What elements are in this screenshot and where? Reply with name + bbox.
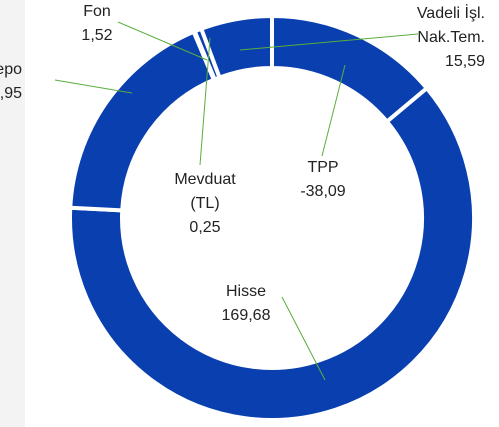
value-label: 0,25 [189,219,220,236]
label-line: Vadeli İşl. [417,3,485,22]
slice-label: Mevduat (TL) [174,171,236,212]
value-label: 15,59 [445,53,485,70]
label-line: (TL) [190,195,219,212]
value-label: 48,95 [0,85,22,102]
slice-label: TPP [307,159,338,176]
slice-label: Vadeli İşl. Nak.Tem. [417,3,485,46]
leader-line [117,21,208,61]
leader-line [321,64,346,157]
value-label: 169,68 [222,307,271,324]
slice-label: Hisse [226,283,266,300]
leader-line [54,79,133,94]
label-line: Repo [0,61,22,78]
value-label: 1,52 [81,27,112,44]
label-line: Nak.Tem. [417,29,485,46]
label-line: Fon [83,3,111,20]
label-line: Hisse [226,283,266,300]
label-line: Mevduat [174,171,236,188]
value-label: -38,09 [300,183,345,200]
leader-line [281,296,326,381]
label-line: TPP [307,159,338,176]
side-panel [0,0,25,427]
slice-label: Fon [83,3,111,20]
donut-slice [198,13,274,81]
leader-line [239,33,419,51]
leader-line [199,37,211,166]
slice-label: Repo [0,61,22,78]
donut-slice [68,85,476,422]
